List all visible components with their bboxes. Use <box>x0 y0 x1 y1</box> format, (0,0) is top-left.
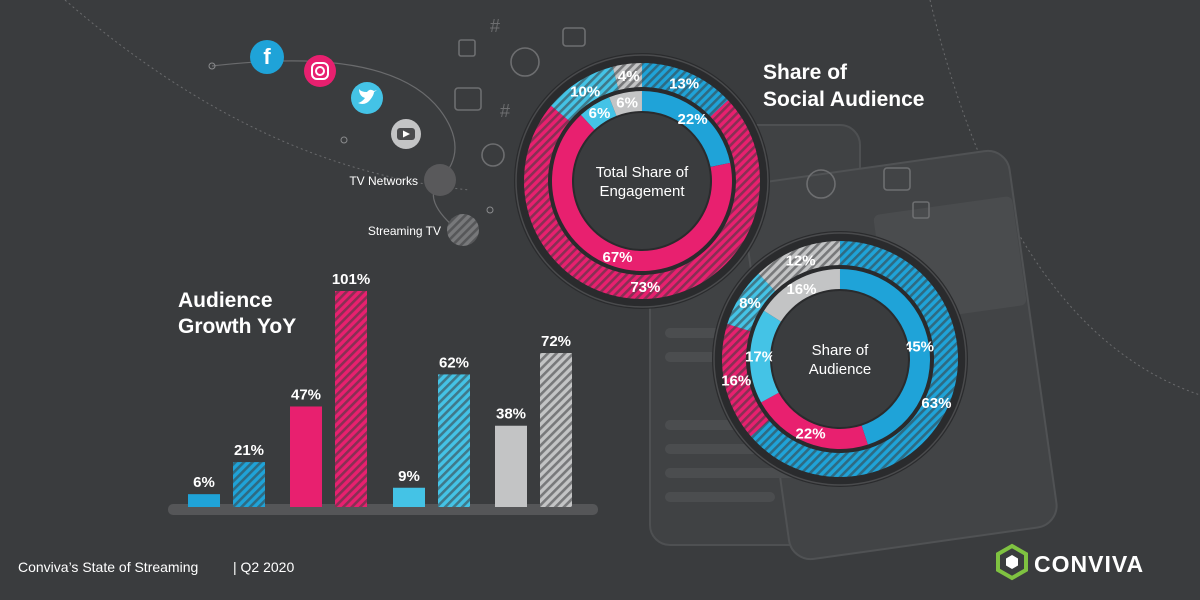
thumbs-up-icon <box>912 201 930 219</box>
donut-outer-slice-twitter <box>551 66 619 122</box>
bar-value-label: 72% <box>541 333 571 350</box>
smiley-icon <box>806 169 836 199</box>
youtube-icon <box>391 119 421 149</box>
footer-source: Conviva’s State of Streaming <box>18 559 198 575</box>
heart-bubble-icon <box>883 167 911 191</box>
twitter-icon <box>351 82 383 114</box>
donut-outer-label: 8% <box>739 295 761 312</box>
donut-inner-label: 17% <box>745 348 775 365</box>
donut-outer-slice-youtube <box>612 63 642 90</box>
bar-twitter-solid <box>393 487 425 507</box>
platform-label: Streaming TV <box>368 224 441 238</box>
donut-center-label: Audience <box>809 361 872 378</box>
bar-instagram-solid <box>290 406 322 507</box>
platform-legend: f TV Networks Streaming TV <box>250 40 479 246</box>
donut-chart-title-line-1: Share of <box>763 61 848 84</box>
donut-inner-label: 67% <box>602 249 632 266</box>
heart-bubble-icon <box>454 87 482 111</box>
donut-chart-title-line-2: Social Audience <box>763 88 924 111</box>
bar-youtube-hatched <box>540 353 572 507</box>
bar-twitter-hatched <box>438 374 470 507</box>
donut-outer-slice-instagram <box>722 323 769 437</box>
donut-center-label: Engagement <box>599 183 685 200</box>
bar-youtube-solid <box>495 425 527 507</box>
bar-instagram-hatched <box>335 291 367 507</box>
hashtag-icon: # <box>500 101 510 121</box>
brand-name: CONVIVA <box>1034 551 1144 577</box>
user-icon <box>481 143 505 167</box>
donut-inner-slice-facebook <box>642 91 731 167</box>
donut-inner-slice-youtube <box>609 91 642 116</box>
donut-chart-social-audience: 13% 73% 10% 4% 22% 67% 6% 6% Total Share of Engag… <box>514 53 770 309</box>
bar-chart-title-line-1: Audience <box>178 289 273 312</box>
bar-chart-baseline <box>168 504 598 515</box>
bar-value-label: 6% <box>193 474 215 491</box>
donut-outer-label: 16% <box>721 373 751 390</box>
donut-inner-slice-instagram <box>761 392 868 449</box>
donut-inner-slice-instagram <box>551 114 732 272</box>
donut-outer-slice-youtube <box>758 241 840 291</box>
platform-label: TV Networks <box>349 174 418 188</box>
donut-inner-label: 16% <box>786 281 816 298</box>
bar-value-label: 9% <box>398 468 420 485</box>
bar-value-label: 38% <box>496 406 526 423</box>
donut-center-label: Share of <box>812 342 870 359</box>
donut-inner-slice-twitter <box>580 97 617 130</box>
facebook-icon: f <box>250 40 284 74</box>
donut-outer-label: 4% <box>618 68 640 85</box>
footer: Conviva’s State of Streaming | Q2 2020 C… <box>18 543 1144 581</box>
bar-value-label: 47% <box>291 386 321 403</box>
donut-outer-slice-twitter <box>727 273 776 332</box>
smiley-icon <box>510 47 540 77</box>
thumbs-up-icon <box>458 39 476 57</box>
donut-outer-label: 63% <box>921 395 951 412</box>
donut-center-label: Total Share of <box>596 164 689 181</box>
hashtag-icon: # <box>490 16 500 36</box>
donut-chart-share-of-audience: 63% 16% 8% 12% 45% 22% 17% 16% Share of Audience <box>712 231 968 487</box>
donut-inner-label: 6% <box>589 105 611 122</box>
donut-chart-title: Share of Social Audience <box>763 61 924 111</box>
donut-inner-label: 6% <box>616 94 638 111</box>
bar-chart: 6% 21% 47% 101% 9% 62% 38% 72% <box>188 271 572 507</box>
footer-period: | Q2 2020 <box>233 559 294 575</box>
bar-value-label: 21% <box>234 442 264 459</box>
donut-inner-slice-youtube <box>764 269 840 322</box>
bar-facebook-hatched <box>233 462 265 507</box>
bar-value-label: 62% <box>439 354 469 371</box>
donut-outer-label: 12% <box>786 253 816 270</box>
donut-outer-slice-instagram <box>524 100 760 299</box>
streaming-tv-icon <box>447 214 479 246</box>
conviva-logo-icon <box>996 543 1028 581</box>
bar-value-label: 101% <box>332 271 370 288</box>
donut-inner-label: 45% <box>904 338 934 355</box>
heart-bubble-icon <box>562 27 586 47</box>
bar-facebook-solid <box>188 494 220 507</box>
donut-inner-slice-facebook <box>840 269 931 445</box>
donut-outer-label: 10% <box>570 84 600 101</box>
donut-outer-slice-facebook <box>750 241 959 478</box>
donut-outer-label: 73% <box>630 279 660 296</box>
tv-networks-icon <box>424 164 456 196</box>
donut-outer-slice-facebook <box>642 63 729 117</box>
social-doodles: # # <box>454 16 930 219</box>
donut-inner-label: 22% <box>678 111 708 128</box>
instagram-icon <box>304 55 336 87</box>
donut-inner-label: 22% <box>796 425 826 442</box>
donut-inner-slice-twitter <box>750 310 781 403</box>
svg-text:f: f <box>263 44 271 69</box>
bar-chart-title: Audience Growth YoY <box>178 289 296 338</box>
donut-outer-label: 13% <box>669 76 699 93</box>
bar-chart-title-line-2: Growth YoY <box>178 315 296 338</box>
